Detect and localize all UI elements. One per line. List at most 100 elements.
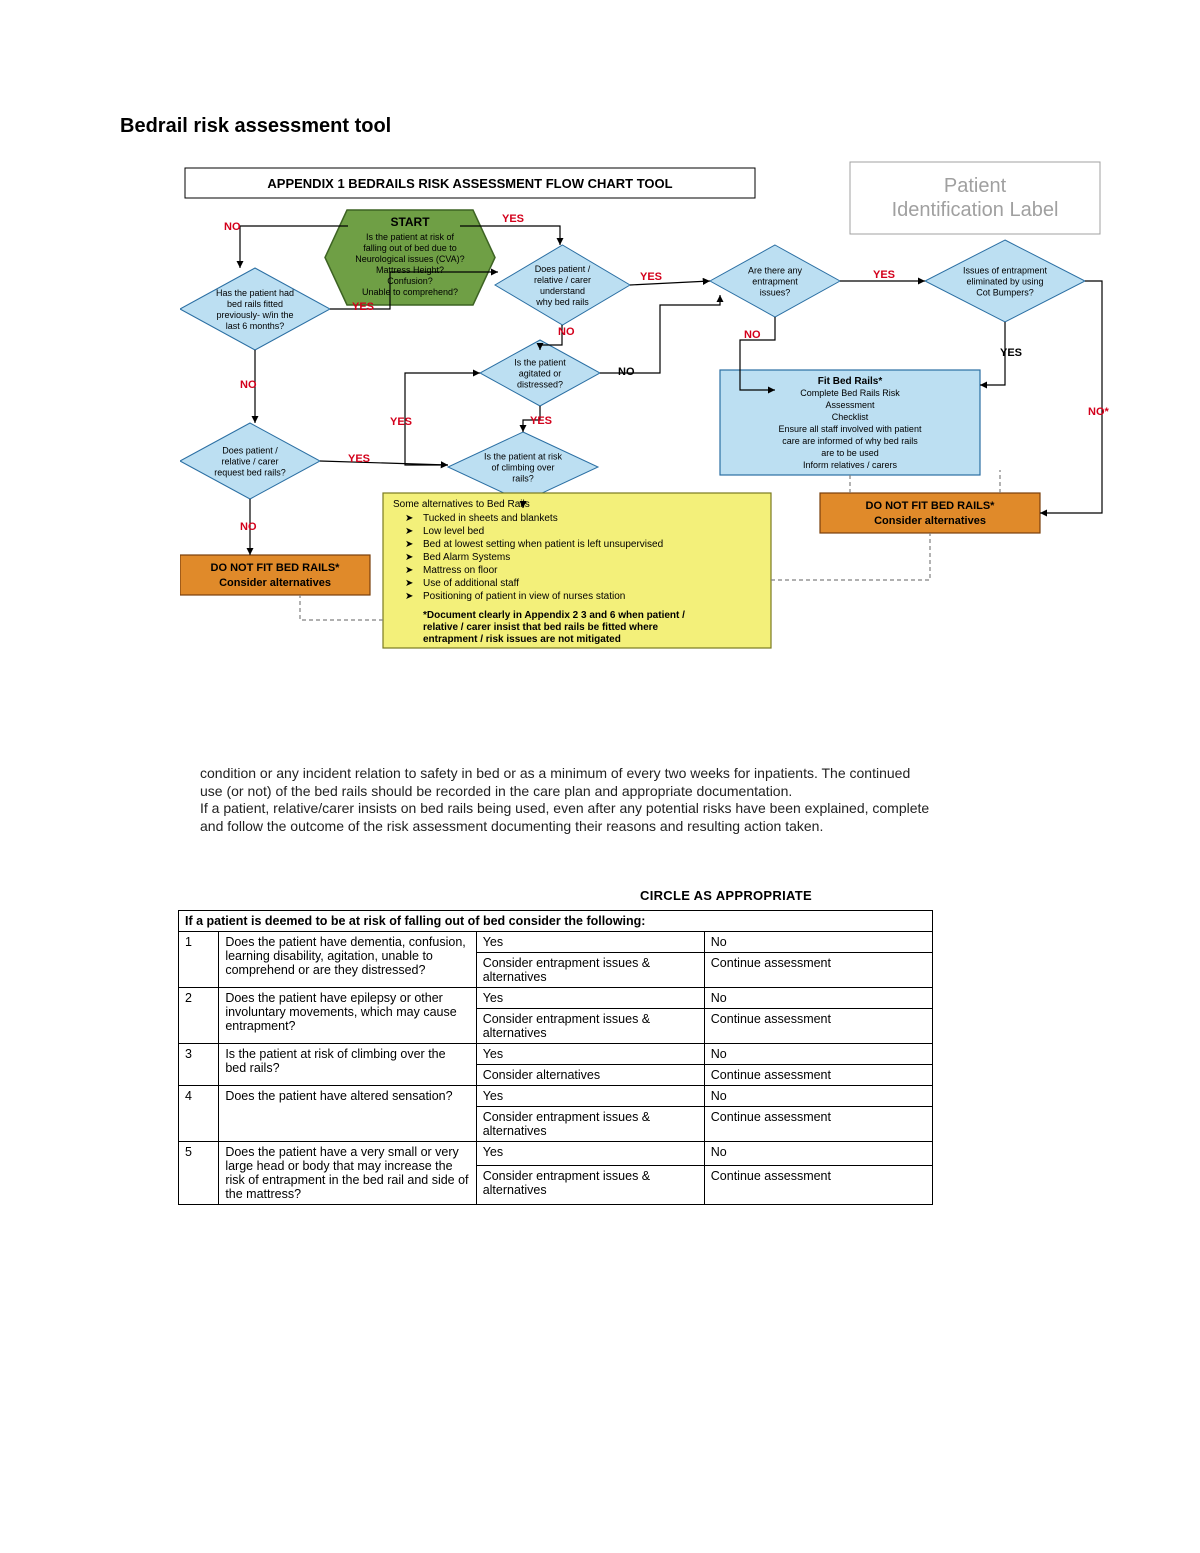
svg-text:bed rails fitted: bed rails fitted bbox=[227, 299, 283, 309]
table-row: 4Does the patient have altered sensation… bbox=[179, 1086, 933, 1107]
svg-text:rails?: rails? bbox=[512, 474, 534, 484]
row-yes-label: Yes bbox=[476, 1086, 704, 1107]
svg-text:Identification Label: Identification Label bbox=[892, 199, 1059, 221]
svg-text:Mattress Height?: Mattress Height? bbox=[376, 265, 444, 275]
row-yes-label: Yes bbox=[476, 1142, 704, 1166]
row-no-action: Continue assessment bbox=[704, 1107, 932, 1142]
svg-text:last 6 months?: last 6 months? bbox=[226, 321, 285, 331]
row-number: 3 bbox=[179, 1044, 219, 1086]
svg-text:Patient: Patient bbox=[944, 175, 1007, 197]
svg-text:YES: YES bbox=[352, 301, 374, 313]
row-yes-action: Consider entrapment issues & alternative… bbox=[476, 1165, 704, 1204]
svg-text:Does patient /: Does patient / bbox=[535, 264, 591, 274]
svg-text:are to be used: are to be used bbox=[821, 448, 879, 458]
svg-text:why bed rails: why bed rails bbox=[535, 297, 589, 307]
svg-text:YES: YES bbox=[640, 271, 662, 283]
svg-text:YES: YES bbox=[390, 416, 412, 428]
row-yes-label: Yes bbox=[476, 988, 704, 1009]
svg-text:Bed at lowest setting when pat: Bed at lowest setting when patient is le… bbox=[423, 539, 663, 550]
svg-text:NO: NO bbox=[618, 366, 635, 378]
svg-text:care are informed of why bed r: care are informed of why bed rails bbox=[782, 436, 918, 446]
svg-text:YES: YES bbox=[873, 269, 895, 281]
table-row: 3Is the patient at risk of climbing over… bbox=[179, 1044, 933, 1065]
row-no-action: Continue assessment bbox=[704, 953, 932, 988]
svg-text:entrapment / risk issues are n: entrapment / risk issues are not mitigat… bbox=[423, 634, 621, 645]
svg-text:Inform relatives / carers: Inform relatives / carers bbox=[803, 460, 898, 470]
flowchart-svg: APPENDIX 1 BEDRAILS RISK ASSESSMENT FLOW… bbox=[180, 160, 1110, 670]
svg-text:Low level bed: Low level bed bbox=[423, 526, 484, 537]
svg-text:YES: YES bbox=[502, 213, 524, 225]
svg-text:of climbing over: of climbing over bbox=[491, 463, 554, 473]
row-question: Does the patient have altered sensation? bbox=[219, 1086, 476, 1142]
row-yes-action: Consider alternatives bbox=[476, 1065, 704, 1086]
svg-text:YES: YES bbox=[530, 415, 552, 427]
svg-text:issues?: issues? bbox=[760, 288, 791, 298]
row-question: Is the patient at risk of climbing over … bbox=[219, 1044, 476, 1086]
svg-text:NO: NO bbox=[224, 221, 241, 233]
svg-text:previously- w/in the: previously- w/in the bbox=[216, 310, 293, 320]
svg-text:START: START bbox=[390, 215, 430, 229]
svg-text:*Document clearly in Appendix: *Document clearly in Appendix 2 3 and 6 … bbox=[423, 610, 685, 621]
row-question: Does the patient have a very small or ve… bbox=[219, 1142, 476, 1205]
row-no-label: No bbox=[704, 1044, 932, 1065]
svg-text:Neurological issues (CVA)?: Neurological issues (CVA)? bbox=[355, 254, 464, 264]
svg-text:Assessment: Assessment bbox=[825, 400, 875, 410]
row-number: 2 bbox=[179, 988, 219, 1044]
row-no-action: Continue assessment bbox=[704, 1165, 932, 1204]
svg-text:Positioning of patient in view: Positioning of patient in view of nurses… bbox=[423, 591, 625, 602]
circle-as-appropriate-label: CIRCLE AS APPROPRIATE bbox=[640, 888, 812, 903]
svg-text:Complete Bed Rails Risk: Complete Bed Rails Risk bbox=[800, 388, 900, 398]
table-header: If a patient is deemed to be at risk of … bbox=[179, 911, 933, 932]
row-yes-label: Yes bbox=[476, 1044, 704, 1065]
row-no-label: No bbox=[704, 1142, 932, 1166]
row-number: 5 bbox=[179, 1142, 219, 1205]
svg-text:relative / carer: relative / carer bbox=[221, 457, 278, 467]
svg-text:falling out of bed due to: falling out of bed due to bbox=[363, 243, 457, 253]
row-question: Does the patient have epilepsy or other … bbox=[219, 988, 476, 1044]
svg-text:Has the patient had: Has the patient had bbox=[216, 288, 294, 298]
table-row: 1Does the patient have dementia, confusi… bbox=[179, 932, 933, 953]
svg-text:➤: ➤ bbox=[405, 578, 413, 589]
svg-text:understand: understand bbox=[540, 286, 585, 296]
svg-text:Bed Alarm Systems: Bed Alarm Systems bbox=[423, 552, 510, 563]
row-no-label: No bbox=[704, 988, 932, 1009]
svg-text:➤: ➤ bbox=[405, 552, 413, 563]
table-row: 5Does the patient have a very small or v… bbox=[179, 1142, 933, 1166]
svg-text:Use of additional staff: Use of additional staff bbox=[423, 578, 519, 589]
svg-text:Some alternatives to Bed Rails: Some alternatives to Bed Rails bbox=[393, 499, 530, 510]
row-no-action: Continue assessment bbox=[704, 1009, 932, 1044]
svg-text:Tucked in sheets and blankets: Tucked in sheets and blankets bbox=[423, 513, 558, 524]
svg-text:NO*: NO* bbox=[1088, 406, 1110, 418]
document-page: Bedrail risk assessment tool APPENDIX 1 … bbox=[0, 0, 1200, 1553]
svg-text:➤: ➤ bbox=[405, 539, 413, 550]
svg-text:NO: NO bbox=[744, 329, 761, 341]
row-number: 4 bbox=[179, 1086, 219, 1142]
svg-text:Confusion?: Confusion? bbox=[387, 276, 433, 286]
page-title: Bedrail risk assessment tool bbox=[120, 115, 391, 138]
svg-text:Is the patient at risk: Is the patient at risk bbox=[484, 452, 563, 462]
table-row: 2Does the patient have epilepsy or other… bbox=[179, 988, 933, 1009]
svg-text:Cot Bumpers?: Cot Bumpers? bbox=[976, 288, 1034, 298]
svg-text:➤: ➤ bbox=[405, 513, 413, 524]
svg-text:Consider alternatives: Consider alternatives bbox=[219, 577, 331, 589]
svg-text:Fit Bed Rails*: Fit Bed Rails* bbox=[818, 376, 883, 387]
risk-assessment-table: If a patient is deemed to be at risk of … bbox=[178, 910, 933, 1205]
svg-text:DO NOT FIT BED RAILS*: DO NOT FIT BED RAILS* bbox=[211, 562, 341, 574]
row-yes-action: Consider entrapment issues & alternative… bbox=[476, 1107, 704, 1142]
guidance-paragraph: condition or any incident relation to sa… bbox=[200, 765, 930, 835]
row-question: Does the patient have dementia, confusio… bbox=[219, 932, 476, 988]
svg-text:Ensure all staff involved with: Ensure all staff involved with patient bbox=[779, 424, 922, 434]
svg-text:➤: ➤ bbox=[405, 565, 413, 576]
svg-text:Unable to comprehend?: Unable to comprehend? bbox=[362, 287, 458, 297]
svg-text:Is the patient: Is the patient bbox=[514, 358, 566, 368]
row-yes-action: Consider entrapment issues & alternative… bbox=[476, 953, 704, 988]
svg-text:YES: YES bbox=[348, 453, 370, 465]
svg-text:distressed?: distressed? bbox=[517, 380, 563, 390]
svg-text:eliminated by using: eliminated by using bbox=[966, 277, 1043, 287]
svg-text:entrapment: entrapment bbox=[752, 277, 798, 287]
svg-text:NO: NO bbox=[558, 326, 575, 338]
svg-text:NO: NO bbox=[240, 521, 257, 533]
svg-text:APPENDIX 1 BEDRAILS RISK ASSES: APPENDIX 1 BEDRAILS RISK ASSESSMENT FLOW… bbox=[267, 176, 672, 191]
flowchart-container: APPENDIX 1 BEDRAILS RISK ASSESSMENT FLOW… bbox=[180, 160, 1110, 670]
svg-text:relative / carer insist that b: relative / carer insist that bed rails b… bbox=[423, 622, 659, 633]
